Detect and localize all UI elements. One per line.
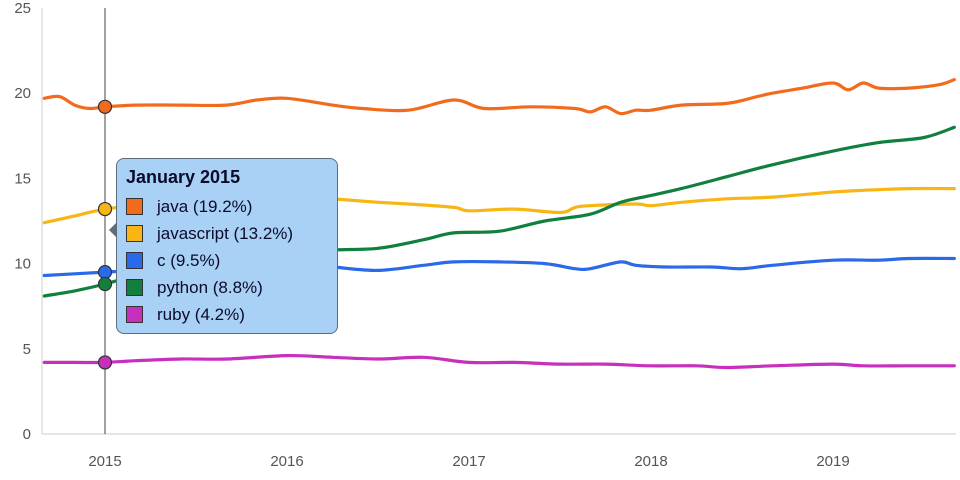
y-tick-label: 5 xyxy=(23,341,31,358)
tooltip-row-java: java (19.2%) xyxy=(126,193,328,220)
hover-markers xyxy=(97,99,113,370)
tooltip-row-ruby: ruby (4.2%) xyxy=(126,301,328,328)
y-tick-label: 25 xyxy=(14,0,31,17)
tooltip-label-python: python (8.8%) xyxy=(157,277,263,297)
series-line-ruby xyxy=(42,353,956,370)
y-tick-label: 10 xyxy=(14,256,31,273)
x-tick-label: 2016 xyxy=(270,453,303,470)
x-tick-label: 2019 xyxy=(816,453,849,470)
hover-marker-javascript xyxy=(97,201,113,217)
tooltip-title: January 2015 xyxy=(126,167,241,187)
y-tick-label: 15 xyxy=(14,170,31,187)
x-tick-label: 2018 xyxy=(634,453,667,470)
hover-marker-python xyxy=(97,276,113,292)
y-tick-label: 20 xyxy=(14,85,31,102)
tooltip-row-c: c (9.5%) xyxy=(126,247,328,274)
tooltip-row-javascript: javascript (13.2%) xyxy=(126,220,328,247)
legend-swatch-ruby xyxy=(126,306,143,323)
hover-marker-c xyxy=(97,265,113,280)
legend-swatch-java xyxy=(126,198,143,215)
tooltip-arrow xyxy=(109,222,117,238)
series-line-java xyxy=(42,78,956,116)
hover-marker-ruby xyxy=(97,355,113,370)
tooltip-row-python: python (8.8%) xyxy=(126,274,328,301)
x-tick-label: 2015 xyxy=(88,453,121,470)
legend-swatch-python xyxy=(126,279,143,296)
tooltip-label-javascript: javascript (13.2%) xyxy=(157,223,294,243)
tooltip-label-ruby: ruby (4.2%) xyxy=(157,304,245,324)
tooltip-label-c: c (9.5%) xyxy=(157,250,221,270)
y-axis: 0 5 10 15 20 25 xyxy=(14,0,43,443)
x-tick-label: 2017 xyxy=(452,453,485,470)
legend-swatch-javascript xyxy=(126,225,143,242)
y-tick-label: 0 xyxy=(23,426,31,443)
legend-swatch-c xyxy=(126,252,143,269)
tooltip-label-java: java (19.2%) xyxy=(157,196,253,216)
hover-tooltip: January 2015 java (19.2%) javascript (13… xyxy=(116,158,338,334)
hover-marker-java xyxy=(97,99,113,114)
x-axis: 2015 2016 2017 2018 2019 xyxy=(42,433,956,470)
